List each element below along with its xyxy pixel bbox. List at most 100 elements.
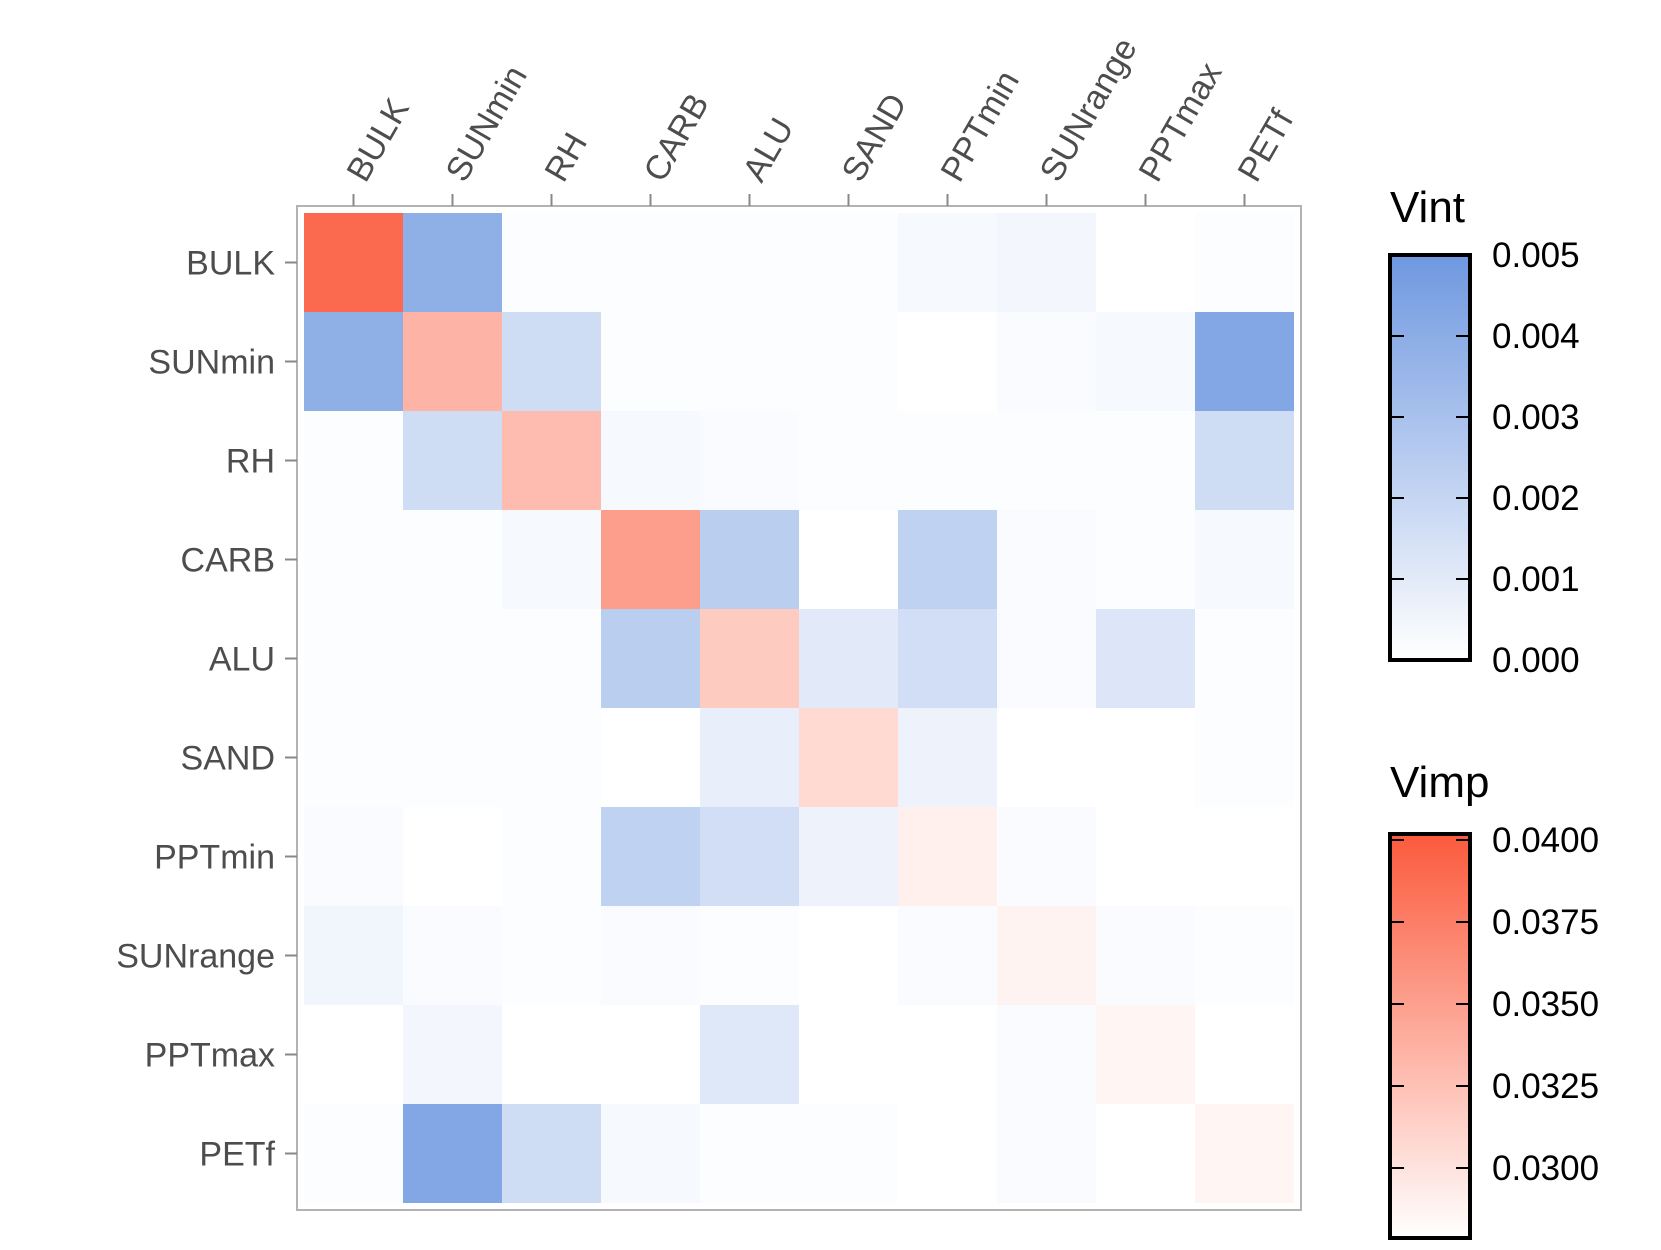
heatmap-cell-pptmax-sunmin: [403, 1005, 502, 1104]
heatmap-cell-alu-carb: [601, 609, 700, 708]
heatmap-cell-bulk-sunrange: [997, 213, 1096, 312]
legend-tick-label-vimp-0: 0.0300: [1492, 1149, 1599, 1188]
legend-title-vint: Vint: [1390, 183, 1465, 232]
heatmap-cell-pptmin-sand: [799, 807, 898, 906]
heatmap-cells: [304, 213, 1294, 1203]
heatmap-cell-sunrange-sunrange: [997, 906, 1096, 1005]
plot-panel-border: [296, 205, 1302, 1211]
heatmap-cell-pptmin-rh: [502, 807, 601, 906]
heatmap-cell-sand-sunmin: [403, 708, 502, 807]
x-tick-label-sand: SAND: [835, 87, 915, 188]
heatmap-cell-rh-pptmax: [1096, 411, 1195, 510]
heatmap-cell-rh-carb: [601, 411, 700, 510]
heatmap-cell-alu-sand: [799, 609, 898, 708]
heatmap-cell-sunrange-carb: [601, 906, 700, 1005]
x-tick-label-sunrange: SUNrange: [1033, 32, 1145, 188]
heatmap-cell-pptmin-sunmin: [403, 807, 502, 906]
heatmap-cell-pptmax-alu: [700, 1005, 799, 1104]
heatmap-cell-sunmin-sunrange: [997, 312, 1096, 411]
heatmap-cell-bulk-pptmax: [1096, 213, 1195, 312]
heatmap-cell-petf-sand: [799, 1104, 898, 1203]
y-tick-label-sunmin: SUNmin: [148, 344, 275, 382]
heatmap-cell-sand-sunrange: [997, 708, 1096, 807]
heatmap-cell-rh-alu: [700, 411, 799, 510]
legend-vint: Vint 0.000 0.001 0.002 0.003 0.004 0.005: [1388, 183, 1580, 680]
heatmap-cell-alu-alu: [700, 609, 799, 708]
heatmap-cell-sunmin-rh: [502, 312, 601, 411]
heatmap-cell-sand-rh: [502, 708, 601, 807]
heatmap-cell-sunrange-alu: [700, 906, 799, 1005]
legend-tick-label-vint-0: 0.000: [1492, 641, 1580, 680]
heatmap-cell-alu-sunrange: [997, 609, 1096, 708]
heatmap-cell-sand-pptmax: [1096, 708, 1195, 807]
y-tick-label-bulk: BULK: [186, 245, 275, 283]
heatmap-cell-sunrange-sunmin: [403, 906, 502, 1005]
legend-tick-label-vint-2: 0.002: [1492, 479, 1580, 518]
legend-tick-label-vint-5: 0.005: [1492, 236, 1580, 275]
heatmap-cell-carb-alu: [700, 510, 799, 609]
heatmap-cell-sunmin-petf: [1195, 312, 1294, 411]
x-tick-label-bulk: BULK: [340, 92, 417, 188]
legend-tick-label-vimp-4: 0.0400: [1492, 821, 1599, 860]
legend-tick-label-vint-3: 0.003: [1492, 398, 1580, 437]
heatmap-cell-sand-pptmin: [898, 708, 997, 807]
heatmap-cell-pptmin-alu: [700, 807, 799, 906]
heatmap-cell-bulk-pptmin: [898, 213, 997, 312]
heatmap-cell-bulk-sunmin: [403, 213, 502, 312]
heatmap-cell-pptmax-carb: [601, 1005, 700, 1104]
heatmap-cell-pptmax-sand: [799, 1005, 898, 1104]
x-tick-label-sunmin: SUNmin: [439, 59, 535, 188]
heatmap-cell-rh-sand: [799, 411, 898, 510]
heatmap-cell-rh-rh: [502, 411, 601, 510]
x-tick-label-pptmin: PPTmin: [934, 64, 1027, 188]
heatmap-cell-pptmax-pptmin: [898, 1005, 997, 1104]
heatmap-cell-sand-petf: [1195, 708, 1294, 807]
y-tick-label-sand: SAND: [181, 740, 275, 778]
heatmap-cell-petf-carb: [601, 1104, 700, 1203]
heatmap-cell-rh-petf: [1195, 411, 1294, 510]
legend-tick-label-vimp-3: 0.0375: [1492, 903, 1599, 942]
legends: Vint0.0000.0010.0020.0030.0040.005Vimp0.…: [1388, 183, 1599, 1240]
heatmap-cell-bulk-bulk: [304, 213, 403, 312]
x-tick-label-pptmax: PPTmax: [1132, 56, 1230, 188]
heatmap-cell-bulk-carb: [601, 213, 700, 312]
y-tick-label-petf: PETf: [199, 1136, 275, 1174]
heatmap-cell-alu-pptmax: [1096, 609, 1195, 708]
heatmap-cell-sand-sand: [799, 708, 898, 807]
heatmap-cell-carb-pptmin: [898, 510, 997, 609]
legend-vimp: Vimp 0.0300 0.0325 0.0350 0.0375 0.0400: [1388, 758, 1599, 1240]
heatmap-cell-pptmin-sunrange: [997, 807, 1096, 906]
heatmap-cell-petf-pptmax: [1096, 1104, 1195, 1203]
heatmap-cell-sunrange-rh: [502, 906, 601, 1005]
y-axis: BULK SUNmin RH CARB ALU SAND PPTmin SUNrange PPT…: [116, 245, 297, 1174]
heatmap-cell-alu-sunmin: [403, 609, 502, 708]
heatmap-cell-petf-petf: [1195, 1104, 1294, 1203]
heatmap-cell-carb-carb: [601, 510, 700, 609]
y-tick-label-rh: RH: [226, 443, 275, 481]
y-tick-label-sunrange: SUNrange: [116, 938, 275, 976]
heatmap-cell-bulk-petf: [1195, 213, 1294, 312]
heatmap-cell-bulk-sand: [799, 213, 898, 312]
heatmap-cell-petf-pptmin: [898, 1104, 997, 1203]
heatmap-cell-pptmin-carb: [601, 807, 700, 906]
heatmap-cell-pptmax-sunrange: [997, 1005, 1096, 1104]
heatmap-cell-petf-bulk: [304, 1104, 403, 1203]
heatmap-cell-sunmin-sunmin: [403, 312, 502, 411]
heatmap-cell-pptmax-bulk: [304, 1005, 403, 1104]
heatmap-cell-bulk-alu: [700, 213, 799, 312]
heatmap-cell-sunrange-sand: [799, 906, 898, 1005]
heatmap-cell-pptmin-pptmin: [898, 807, 997, 906]
heatmap-cell-sunmin-alu: [700, 312, 799, 411]
y-tick-label-pptmax: PPTmax: [145, 1037, 275, 1075]
heatmap-cell-rh-sunmin: [403, 411, 502, 510]
legend-colorbar-vint: [1388, 253, 1472, 662]
heatmap-cell-pptmin-pptmax: [1096, 807, 1195, 906]
heatmap-cell-sunrange-bulk: [304, 906, 403, 1005]
heatmap-cell-rh-bulk: [304, 411, 403, 510]
heatmap-cell-petf-sunmin: [403, 1104, 502, 1203]
heatmap-cell-sunrange-pptmin: [898, 906, 997, 1005]
heatmap-cell-petf-sunrange: [997, 1104, 1096, 1203]
legend-title-vimp: Vimp: [1390, 758, 1489, 807]
heatmap-cell-pptmax-pptmax: [1096, 1005, 1195, 1104]
